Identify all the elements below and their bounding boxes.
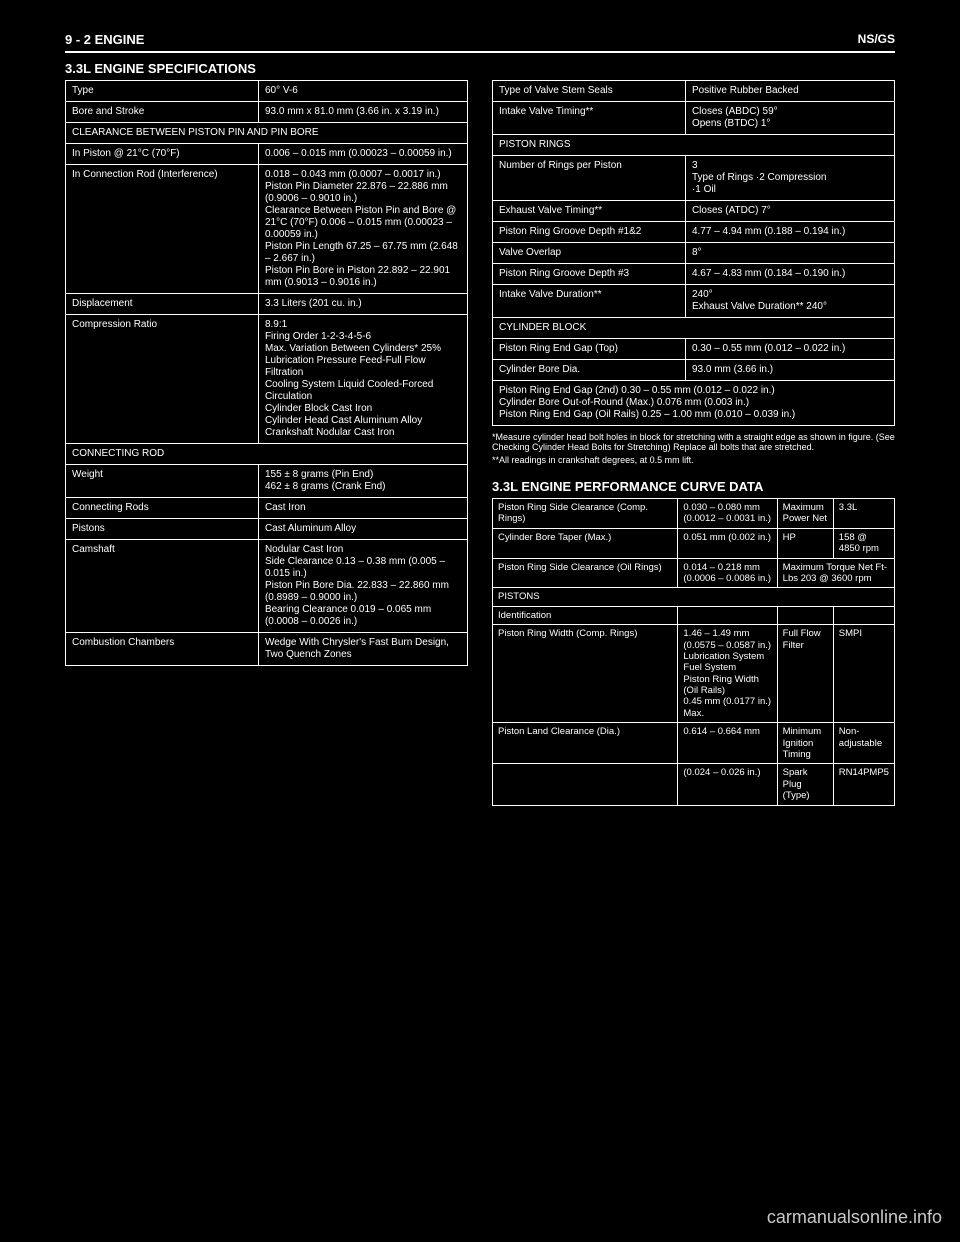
table-cell-label: Compression Ratio xyxy=(66,315,259,444)
table-cell-value: 0.006 – 0.015 mm (0.00023 – 0.00059 in.) xyxy=(258,144,467,165)
table-cell-label: In Piston @ 21°C (70°F) xyxy=(66,144,259,165)
perf-row-full: PISTONS xyxy=(493,588,895,606)
table-cell-label: Intake Valve Timing** xyxy=(493,102,686,135)
perf-cell: Non-adjustable xyxy=(833,723,894,764)
perf-cell: Piston Ring Width (Comp. Rings) xyxy=(493,625,678,723)
table-cell-value: Closes (ATDC) 7° xyxy=(685,201,894,222)
table-cell-value: Cast Iron xyxy=(258,498,467,519)
perf-cell: 158 @ 4850 rpm xyxy=(833,528,894,558)
table-cell-value: 93.0 mm x 81.0 mm (3.66 in. x 3.19 in.) xyxy=(258,102,467,123)
page-header: 9 - 2 ENGINE NS/GS xyxy=(65,32,895,53)
table-cell-label: Pistons xyxy=(66,519,259,540)
perf-cell: Full Flow Filter xyxy=(777,625,833,723)
perf-cell: Piston Land Clearance (Dia.) xyxy=(493,723,678,764)
perf-cell: 0.614 – 0.664 mm xyxy=(678,723,777,764)
left-column: Type60° V-6Bore and Stroke93.0 mm x 81.0… xyxy=(65,80,468,806)
perf-cell: 0.030 – 0.080 mm (0.0012 – 0.0031 in.) xyxy=(678,499,777,529)
perf-cell: (0.024 – 0.026 in.) xyxy=(678,764,777,805)
table-cell-value: 8.9:1 Firing Order 1-2-3-4-5-6 Max. Vari… xyxy=(258,315,467,444)
table-cell-label: Piston Ring Groove Depth #3 xyxy=(493,264,686,285)
right-column: Type of Valve Stem SealsPositive Rubber … xyxy=(492,80,895,806)
table-cell-label: Type of Valve Stem Seals xyxy=(493,81,686,102)
table-cell-value: 3.3 Liters (201 cu. in.) xyxy=(258,294,467,315)
table-row-full: CLEARANCE BETWEEN PISTON PIN AND PIN BOR… xyxy=(66,123,468,144)
section-title-b: 3.3L ENGINE PERFORMANCE CURVE DATA xyxy=(492,479,895,494)
table-cell-value: 8° xyxy=(685,243,894,264)
perf-cell: 3.3L xyxy=(833,499,894,529)
table-cell-value: Cast Aluminum Alloy xyxy=(258,519,467,540)
perf-cell: SMPI xyxy=(833,625,894,723)
table-cell-value: Closes (ABDC) 59° Opens (BTDC) 1° xyxy=(685,102,894,135)
perf-cell: Cylinder Bore Taper (Max.) xyxy=(493,528,678,558)
table-cell-label: Intake Valve Duration** xyxy=(493,285,686,318)
perf-cell: Piston Ring Side Clearance (Oil Rings) xyxy=(493,558,678,588)
table-cell-value: Positive Rubber Backed xyxy=(685,81,894,102)
footnote-a: *Measure cylinder head bolt holes in blo… xyxy=(492,432,895,452)
table-cell-value: 155 ± 8 grams (Pin End) 462 ± 8 grams (C… xyxy=(258,465,467,498)
perf-cell: 1.46 – 1.49 mm (0.0575 – 0.0587 in.) Lub… xyxy=(678,625,777,723)
table-cell-label: In Connection Rod (Interference) xyxy=(66,165,259,294)
perf-cell-merged: Maximum Torque Net Ft-Lbs 203 @ 3600 rpm xyxy=(777,558,894,588)
performance-table: Piston Ring Side Clearance (Comp. Rings)… xyxy=(492,498,895,806)
perf-cell xyxy=(777,606,833,624)
section-title-a: 3.3L ENGINE SPECIFICATIONS xyxy=(65,61,895,76)
table-cell-label: Number of Rings per Piston xyxy=(493,156,686,201)
watermark: carmanualsonline.info xyxy=(767,1207,942,1228)
perf-cell xyxy=(833,606,894,624)
table-cell-label: Cylinder Bore Dia. xyxy=(493,360,686,381)
table-cell-value: 93.0 mm (3.66 in.) xyxy=(685,360,894,381)
table-row-full: Piston Ring End Gap (2nd) 0.30 – 0.55 mm… xyxy=(493,381,895,426)
table-row-full: PISTON RINGS xyxy=(493,135,895,156)
perf-cell: 0.014 – 0.218 mm (0.0006 – 0.0086 in.) xyxy=(678,558,777,588)
header-left: 9 - 2 ENGINE xyxy=(65,32,144,47)
perf-cell xyxy=(678,606,777,624)
perf-cell xyxy=(493,764,678,805)
table-cell-value: 3 Type of Rings ·2 Compression ·1 Oil xyxy=(685,156,894,201)
spec-table-right: Type of Valve Stem SealsPositive Rubber … xyxy=(492,80,895,426)
table-cell-label: Connecting Rods xyxy=(66,498,259,519)
table-cell-label: Weight xyxy=(66,465,259,498)
table-cell-label: Bore and Stroke xyxy=(66,102,259,123)
perf-cell: HP xyxy=(777,528,833,558)
perf-cell: Identification xyxy=(493,606,678,624)
table-cell-label: Valve Overlap xyxy=(493,243,686,264)
table-cell-value: 60° V-6 xyxy=(258,81,467,102)
footnote-b: **All readings in crankshaft degrees, at… xyxy=(492,455,895,465)
table-cell-value: 0.30 – 0.55 mm (0.012 – 0.022 in.) xyxy=(685,339,894,360)
table-cell-label: Type xyxy=(66,81,259,102)
table-cell-label: Combustion Chambers xyxy=(66,633,259,666)
table-row-full: CYLINDER BLOCK xyxy=(493,318,895,339)
table-cell-label: Exhaust Valve Timing** xyxy=(493,201,686,222)
table-cell-value: 4.77 – 4.94 mm (0.188 – 0.194 in.) xyxy=(685,222,894,243)
perf-cell: 0.051 mm (0.002 in.) xyxy=(678,528,777,558)
table-cell-label: Piston Ring Groove Depth #1&2 xyxy=(493,222,686,243)
header-right: NS/GS xyxy=(858,32,895,47)
table-cell-value: Nodular Cast Iron Side Clearance 0.13 – … xyxy=(258,540,467,633)
perf-cell: RN14PMP5 xyxy=(833,764,894,805)
perf-cell: Spark Plug (Type) xyxy=(777,764,833,805)
perf-cell: Maximum Power Net xyxy=(777,499,833,529)
perf-cell: Piston Ring Side Clearance (Comp. Rings) xyxy=(493,499,678,529)
table-cell-value: Wedge With Chrysler's Fast Burn Design, … xyxy=(258,633,467,666)
spec-table-left: Type60° V-6Bore and Stroke93.0 mm x 81.0… xyxy=(65,80,468,666)
table-cell-value: 0.018 – 0.043 mm (0.0007 – 0.0017 in.) P… xyxy=(258,165,467,294)
perf-cell: Minimum Ignition Timing xyxy=(777,723,833,764)
table-cell-value: 4.67 – 4.83 mm (0.184 – 0.190 in.) xyxy=(685,264,894,285)
footnotes: *Measure cylinder head bolt holes in blo… xyxy=(492,432,895,465)
table-cell-label: Camshaft xyxy=(66,540,259,633)
table-cell-value: 240° Exhaust Valve Duration** 240° xyxy=(685,285,894,318)
table-row-full: CONNECTING ROD xyxy=(66,444,468,465)
table-cell-label: Piston Ring End Gap (Top) xyxy=(493,339,686,360)
table-cell-label: Displacement xyxy=(66,294,259,315)
